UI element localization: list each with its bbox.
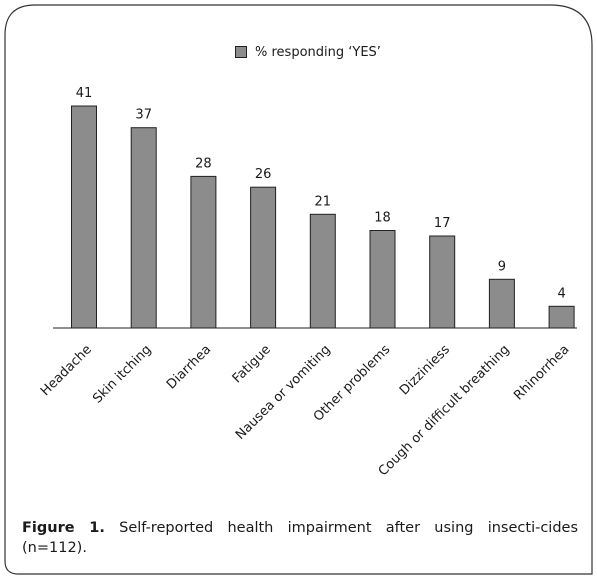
data-label: 26 <box>255 167 272 182</box>
x-tick-label: Dizziniess <box>397 342 453 398</box>
data-label: 9 <box>498 259 506 274</box>
caption-text: Self-reported health impairment after us… <box>22 520 579 556</box>
x-tick-label: Headache <box>38 342 95 399</box>
bar-nausea-or-vomiting <box>309 213 336 329</box>
bar-diarrhea <box>190 175 217 329</box>
x-tick-label: Diarrhea <box>164 342 214 392</box>
bar-cough-or-difficult-breathing <box>488 278 515 329</box>
bar-headache <box>71 105 97 329</box>
data-label: 21 <box>315 194 332 209</box>
legend: % responding ‘YES’ <box>235 43 381 61</box>
bar-rhinorrhea <box>548 305 575 329</box>
legend-swatch <box>235 46 247 58</box>
x-tick-label: Cough or difficult breathing <box>376 342 513 479</box>
data-label: 17 <box>434 216 451 231</box>
bar-skin-itching <box>130 127 157 329</box>
data-label: 28 <box>195 156 212 171</box>
caption-label: Figure 1. <box>22 520 105 536</box>
figure-caption: Figure 1. Self-reported health impairmen… <box>22 518 578 558</box>
bar-other-problems <box>369 230 396 329</box>
x-tick-label: Rhinorrhea <box>511 342 572 403</box>
x-tick-label: Fatigue <box>230 342 274 386</box>
data-label: 4 <box>557 286 565 301</box>
data-label: 18 <box>374 211 391 226</box>
legend-label: % responding ‘YES’ <box>255 44 381 60</box>
frame-border <box>4 4 593 575</box>
x-tick-label: Skin itching <box>90 342 154 406</box>
data-label: 41 <box>76 86 93 101</box>
bar-fatigue <box>250 186 277 329</box>
data-label: 37 <box>135 108 152 123</box>
bar-dizziniess <box>429 235 456 329</box>
